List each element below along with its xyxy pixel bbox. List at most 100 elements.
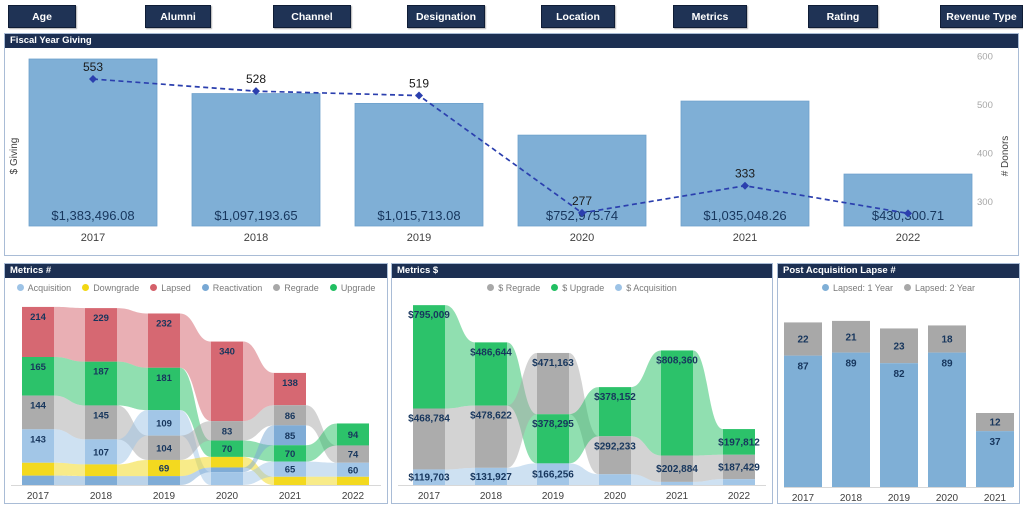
legend-item-upgrade: Upgrade — [329, 282, 376, 293]
flow-node-regrade-2021[interactable] — [274, 405, 306, 426]
lapsed-2yr-bar-2017[interactable] — [784, 322, 822, 356]
giving-bar-2019[interactable] — [354, 102, 484, 227]
giving-bar-2018[interactable] — [191, 93, 321, 227]
flow-node-downgrade-2020[interactable] — [211, 456, 243, 468]
flow-node-upgrade-2018[interactable] — [475, 342, 507, 406]
flow-node-regrade-2020[interactable] — [211, 421, 243, 441]
flow-node-upgrade-2017[interactable] — [22, 357, 54, 396]
svg-text:$478,622: $478,622 — [470, 411, 512, 422]
legend-dot-lapsed-2-year — [904, 284, 911, 291]
svg-text:400: 400 — [977, 148, 993, 159]
legend-dot-acquisition — [16, 284, 24, 291]
flow-node-regrade-2021[interactable] — [661, 455, 693, 482]
flow-node-lapsed-2021[interactable] — [274, 372, 306, 406]
flow-node-regrade-2017[interactable] — [413, 408, 445, 470]
flow-node-acquisition-2021[interactable] — [274, 461, 306, 477]
flow-node-reactivation-2020[interactable] — [211, 467, 243, 473]
legend-dot-reactivation — [201, 284, 209, 291]
flow-node-acquisition-2017[interactable] — [22, 429, 54, 463]
flow-node-upgrade-2022[interactable] — [723, 429, 755, 455]
flow-node-upgrade-2020[interactable] — [599, 387, 631, 437]
filter-button-age[interactable]: Age — [8, 5, 76, 28]
donor-marker-2020 — [578, 208, 586, 217]
flow-node-regrade-2018[interactable] — [85, 405, 117, 440]
legend-item-downgrade: Downgrade — [82, 283, 139, 293]
legend-label: $ Regrade — [498, 282, 541, 293]
flow-node-upgrade-2021[interactable] — [274, 445, 306, 462]
flow-node-upgrade-2020[interactable] — [211, 440, 243, 457]
legend-item-reactivation: Reactivation — [201, 283, 262, 293]
flow-node-acquisition-2021[interactable] — [661, 481, 693, 485]
flow-node-acquisition-2020[interactable] — [211, 472, 243, 485]
flow-node-regrade-2022[interactable] — [723, 454, 755, 480]
lapsed-1yr-bar-2017[interactable] — [784, 355, 822, 487]
svg-text:37: 37 — [989, 437, 1001, 448]
flow-band-acquisition — [507, 463, 537, 485]
filter-button-channel[interactable]: Channel — [273, 5, 351, 28]
donor-marker-2021 — [741, 181, 749, 190]
lapsed-1yr-bar-2020[interactable] — [928, 352, 966, 487]
legend-label: Lapsed — [161, 282, 191, 293]
flow-node-lapsed-2020[interactable] — [211, 341, 243, 422]
flow-node-acquisition-2019[interactable] — [148, 410, 180, 436]
legend-label: Upgrade — [340, 282, 376, 293]
filter-button-alumni[interactable]: Alumni — [145, 5, 211, 28]
flow-node-acquisition-2018[interactable] — [85, 439, 117, 465]
flow-node-acquisition-2020[interactable] — [599, 474, 631, 485]
flow-node-lapsed-2017[interactable] — [22, 306, 54, 358]
lapsed-1yr-bar-2021[interactable] — [976, 431, 1014, 487]
flow-node-regrade-2019[interactable] — [148, 435, 180, 460]
lapsed-2yr-bar-2020[interactable] — [928, 325, 966, 353]
flow-node-downgrade-2018[interactable] — [85, 464, 117, 477]
panel-header-metrics-dollar: Metrics $ — [392, 264, 772, 278]
filter-button-designation[interactable]: Designation — [407, 5, 485, 28]
giving-bar-2021[interactable] — [680, 100, 810, 227]
flow-node-downgrade-2017[interactable] — [22, 462, 54, 476]
giving-bar-2017[interactable] — [28, 58, 158, 227]
flow-node-acquisition-2018[interactable] — [475, 467, 507, 485]
flow-node-upgrade-2022[interactable] — [337, 423, 369, 446]
flow-node-acquisition-2017[interactable] — [413, 469, 445, 485]
flow-node-upgrade-2018[interactable] — [85, 361, 117, 406]
flow-node-lapsed-2019[interactable] — [148, 313, 180, 368]
filter-button-rating[interactable]: Rating — [808, 5, 878, 28]
flow-node-acquisition-2022[interactable] — [723, 479, 755, 485]
flow-node-regrade-2019[interactable] — [537, 352, 569, 415]
flow-node-acquisition-2019[interactable] — [537, 463, 569, 485]
filter-button-metrics[interactable]: Metrics — [673, 5, 747, 28]
filter-button-revenue-type[interactable]: Revenue Type — [940, 5, 1023, 28]
svg-text:# Donors: # Donors — [1000, 136, 1011, 177]
lapsed-1yr-bar-2018[interactable] — [832, 352, 870, 487]
flow-node-reactivation-2018[interactable] — [85, 476, 117, 485]
flow-node-upgrade-2019[interactable] — [537, 414, 569, 464]
flow-node-upgrade-2021[interactable] — [661, 350, 693, 456]
legend-dot-downgrade — [82, 284, 90, 291]
flow-node-reactivation-2017[interactable] — [22, 475, 54, 485]
panel-fiscal-year-giving: Fiscal Year Giving $1,383,496.08 2017 $1,0… — [4, 33, 1019, 256]
flow-node-regrade-2018[interactable] — [475, 405, 507, 468]
flow-node-downgrade-2019[interactable] — [148, 459, 180, 477]
svg-text:519: 519 — [409, 77, 429, 91]
lapsed-2yr-bar-2018[interactable] — [832, 320, 870, 353]
svg-text:87: 87 — [797, 362, 809, 373]
flow-node-regrade-2020[interactable] — [599, 436, 631, 475]
flow-node-reactivation-2021[interactable] — [274, 425, 306, 446]
flow-node-upgrade-2017[interactable] — [413, 305, 445, 409]
svg-text:187: 187 — [93, 367, 109, 378]
legend-dot-lapsed-1-year — [821, 284, 829, 291]
lapsed-1yr-bar-2019[interactable] — [880, 363, 918, 487]
flow-node-lapsed-2018[interactable] — [85, 308, 117, 362]
flow-node-upgrade-2019[interactable] — [148, 367, 180, 411]
flow-node-acquisition-2022[interactable] — [337, 462, 369, 477]
flow-node-regrade-2017[interactable] — [22, 395, 54, 430]
lapsed-2yr-bar-2019[interactable] — [880, 328, 918, 364]
legend-item-upgrade: $ Upgrade — [551, 283, 604, 293]
legend-dot-acquisition — [615, 284, 623, 291]
flow-node-downgrade-2022[interactable] — [337, 476, 369, 485]
flow-node-regrade-2022[interactable] — [337, 445, 369, 463]
svg-text:18: 18 — [941, 335, 953, 346]
flow-node-downgrade-2021[interactable] — [274, 476, 306, 485]
filter-button-location[interactable]: Location — [541, 5, 615, 28]
flow-node-reactivation-2019[interactable] — [148, 476, 180, 485]
lapsed-2yr-bar-2021[interactable] — [976, 413, 1014, 432]
